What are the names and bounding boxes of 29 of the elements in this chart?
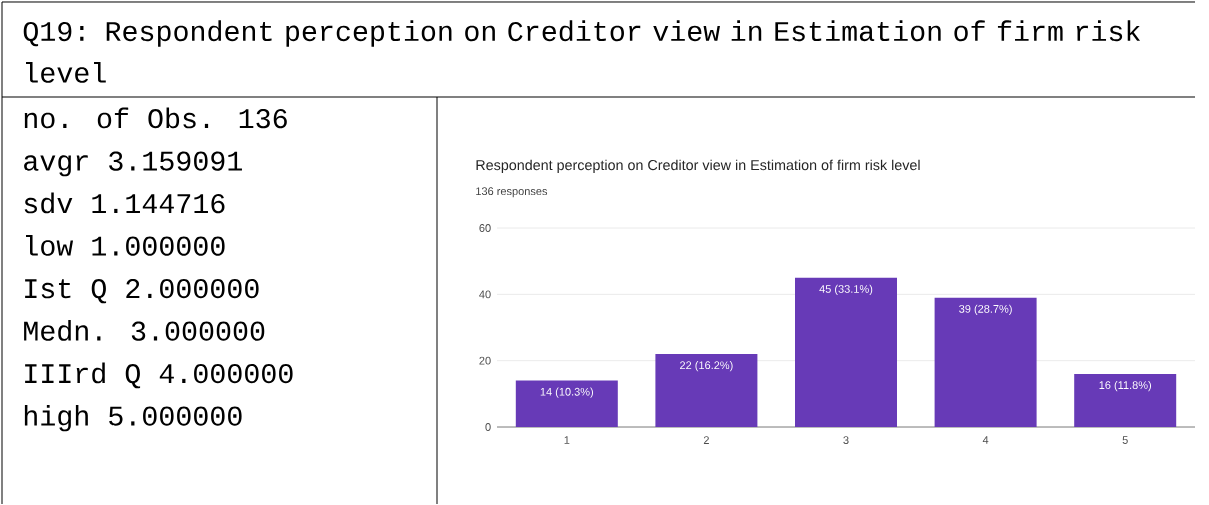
data-label: 22 (16.2%) — [680, 361, 733, 372]
data-label: 16 (11.8%) — [1099, 381, 1152, 392]
data-label: 39 (28.7%) — [959, 304, 1012, 316]
text: low 1.000000 — [26, 235, 225, 257]
data-label: 14 (10.3%) — [540, 387, 594, 399]
y-tick-label: 40 — [479, 290, 491, 299]
bar — [795, 278, 897, 428]
bar — [934, 297, 1037, 428]
text: Ist Q 2.000000 — [25, 279, 259, 304]
y-tick-label: 60 — [479, 224, 491, 233]
text: sdv 1.144716 — [24, 192, 225, 214]
y-tick-label: 20 — [479, 357, 491, 365]
x-tick-label: 3 — [843, 436, 849, 445]
text: high 5.000000 — [24, 405, 242, 432]
x-tick-label: 1 — [564, 436, 570, 445]
x-tick-label: 4 — [982, 436, 989, 445]
bar — [655, 354, 758, 428]
text: avgr 3.159091 — [24, 151, 242, 177]
text: IIIrd Q 4.000000 — [25, 362, 293, 389]
text: no. of Obs. 136 — [24, 107, 287, 129]
chart-title: Respondent perception on Creditor view in Estimation of firm risk level — [476, 159, 920, 174]
bar — [1074, 374, 1177, 428]
chart-subtitle: 136 responses — [476, 187, 548, 198]
text: Medn. 3.000000 — [24, 320, 265, 342]
bar — [515, 380, 618, 428]
y-tick-label: 0 — [485, 423, 491, 432]
x-tick-label: 2 — [703, 436, 709, 445]
x-tick-label: 5 — [1122, 436, 1128, 445]
data-label: 45 (33.1%) — [819, 285, 873, 296]
